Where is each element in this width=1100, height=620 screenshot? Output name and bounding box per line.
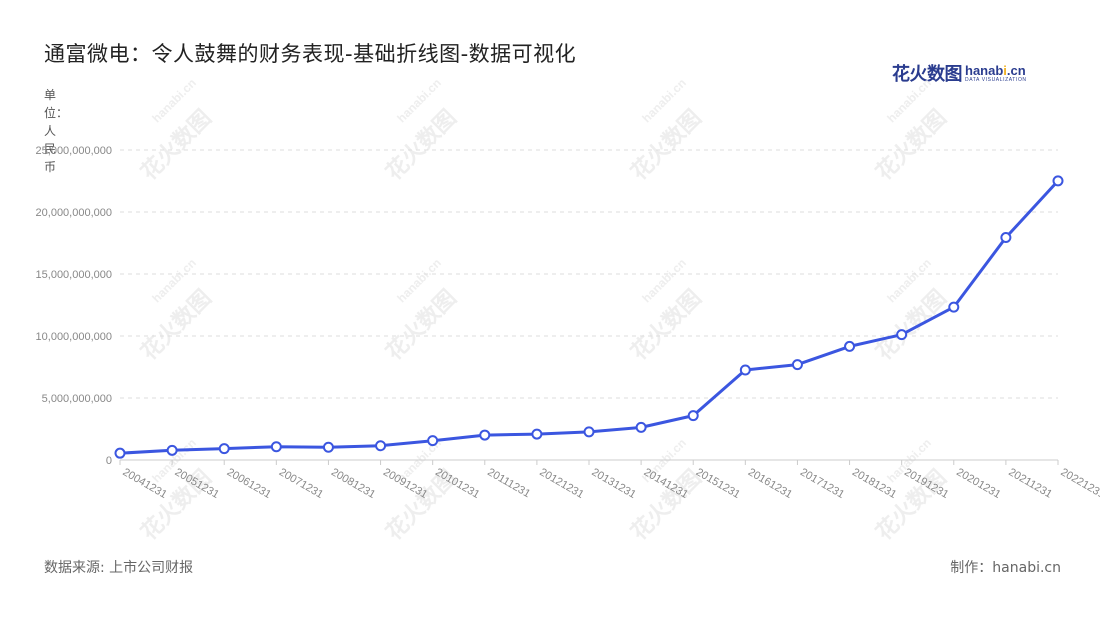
watermark-text-cn: 花火数图 [136, 105, 217, 186]
watermark-text-cn: 花火数图 [136, 285, 217, 366]
watermark-text-cn: 花火数图 [626, 105, 707, 186]
x-tick-label: 20211231 [1006, 466, 1054, 500]
watermark-text-cn: 花火数图 [381, 285, 462, 366]
y-tick-label: 10,000,000,000 [36, 331, 112, 343]
x-tick-label: 20121231 [537, 466, 585, 501]
data-point [479, 429, 491, 441]
data-point [375, 440, 387, 452]
watermark-text-cn: 花火数图 [381, 105, 462, 186]
watermark-text-cn: 花火数图 [871, 285, 952, 366]
data-point [1052, 175, 1064, 187]
x-tick-label: 20131231 [590, 466, 638, 501]
chart-title: 通富微电：令人鼓舞的财务表现-基础折线图-数据可视化 [44, 42, 577, 66]
watermark-text-cn: 花火数图 [871, 105, 952, 186]
logo-en-block: hanabi.cn DATA VISUALIZATION [965, 64, 1027, 83]
data-point [583, 426, 595, 438]
y-tick-label: 15,000,000,000 [36, 269, 112, 281]
watermark-text-cn: 花火数图 [626, 285, 707, 366]
x-tick-label: 20221231 [1059, 466, 1100, 501]
series-layer [114, 175, 1064, 459]
data-source-note: 数据来源: 上市公司财报 [44, 560, 194, 576]
x-tick-label: 20171231 [798, 466, 846, 501]
data-point [218, 443, 230, 455]
x-tick-label: 20081231 [329, 466, 377, 501]
data-point [687, 410, 699, 422]
brand-logo: 花火数图 hanabi.cn DATA VISUALIZATION [892, 62, 1027, 86]
logo-en-text: hanabi.cn [965, 62, 1026, 78]
x-tick-label: 20071231 [277, 466, 325, 501]
data-point [896, 329, 908, 341]
x-tick-label: 20161231 [746, 466, 794, 501]
x-tick-label: 20111231 [485, 466, 532, 500]
logo-subtitle: DATA VISUALIZATION [965, 76, 1027, 83]
data-point [844, 340, 856, 352]
data-point [166, 444, 178, 456]
data-point [270, 441, 282, 453]
x-tick-label: 20201231 [954, 466, 1002, 501]
data-point [1000, 232, 1012, 244]
y-tick-label: 25,000,000,000 [36, 145, 112, 157]
y-tick-label: 0 [106, 455, 112, 467]
data-point [427, 435, 439, 447]
data-point [948, 301, 960, 313]
logo-cn-text: 花火数图 [892, 64, 963, 85]
data-point [531, 428, 543, 440]
y-tick-label: 20,000,000,000 [36, 207, 112, 219]
data-point [322, 441, 334, 453]
data-point [791, 359, 803, 371]
data-point [739, 364, 751, 376]
x-axis: 20041231 20051231 20061231 20071231 20081231… [119, 459, 1100, 501]
y-axis: 0 5,000,000,000 10,000,000,000 15,000,000,0… [36, 145, 112, 467]
y-tick-label: 5,000,000,000 [42, 393, 112, 405]
x-tick-label: 20061231 [225, 466, 273, 501]
credit-note: 制作：hanabi.cn [950, 560, 1061, 576]
data-point [114, 447, 126, 459]
data-point [635, 421, 647, 433]
